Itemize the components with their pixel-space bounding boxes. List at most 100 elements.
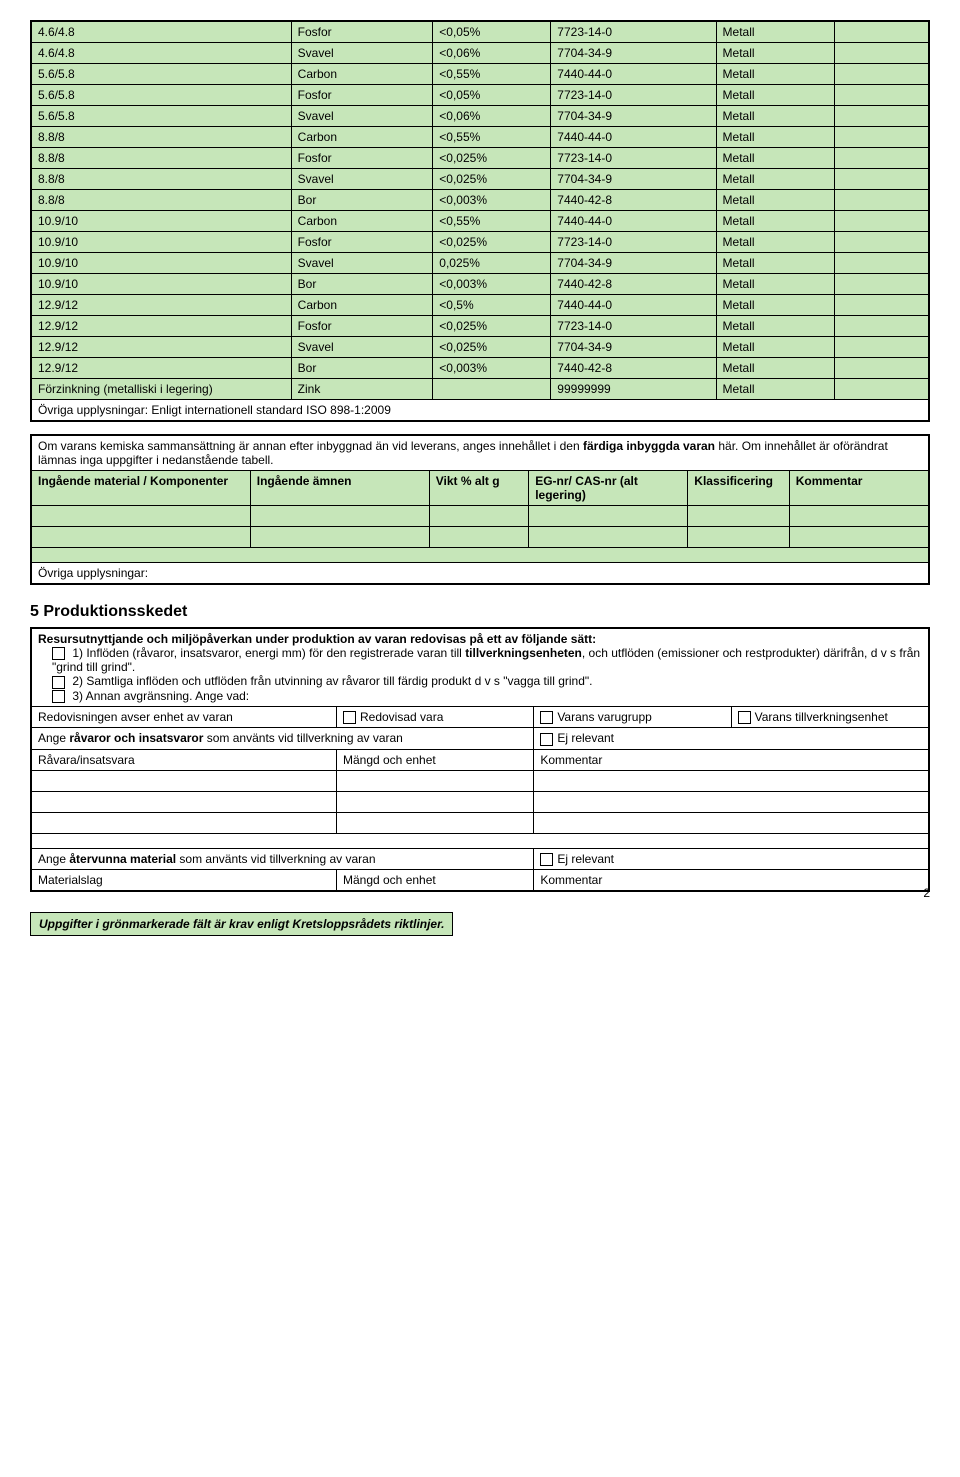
table-cell (834, 85, 928, 106)
table-cell: Zink (291, 379, 433, 400)
checkbox-icon[interactable] (52, 676, 65, 689)
row1-opt2-cell: Varans varugrupp (534, 706, 731, 727)
table-cell (834, 295, 928, 316)
table-cell: 12.9/12 (32, 358, 292, 379)
opt3-text: 3) Annan avgränsning. Ange vad: (72, 689, 249, 703)
checkbox-icon[interactable] (343, 711, 356, 724)
table-cell: <0,05% (433, 85, 551, 106)
comp-cell (529, 527, 688, 548)
table-cell: 7440-44-0 (551, 64, 716, 85)
row1-opt1-cell: Redovisad vara (336, 706, 533, 727)
empty-cell (336, 770, 533, 791)
table-cell: 5.6/5.8 (32, 85, 292, 106)
table-cell: 7723-14-0 (551, 316, 716, 337)
comp-header-3: Vikt % alt g (429, 471, 528, 506)
table-cell: <0,05% (433, 22, 551, 43)
section5-table: Resursutnyttjande och miljöpåverkan unde… (31, 628, 929, 891)
table-cell (834, 358, 928, 379)
table-cell: 4.6/4.8 (32, 43, 292, 64)
table-cell: Metall (716, 337, 834, 358)
checkbox-icon[interactable] (540, 733, 553, 746)
table-cell: Carbon (291, 127, 433, 148)
table-cell: Metall (716, 358, 834, 379)
table-cell: Förzinkning (metalliski i legering) (32, 379, 292, 400)
table-cell: <0,003% (433, 190, 551, 211)
table-cell: <0,025% (433, 169, 551, 190)
table-cell: Metall (716, 169, 834, 190)
table-cell: 7723-14-0 (551, 232, 716, 253)
table-cell: 12.9/12 (32, 316, 292, 337)
table-cell: 7723-14-0 (551, 85, 716, 106)
empty-cell (534, 791, 929, 812)
composition-intro: Om varans kemiska sammansättning är anna… (32, 436, 929, 471)
row4-a: Ange (38, 852, 69, 866)
chemical-table-box: 4.6/4.8Fosfor<0,05%7723-14-0Metall4.6/4.… (30, 20, 930, 422)
table-cell: 5.6/5.8 (32, 64, 292, 85)
table-cell: <0,025% (433, 232, 551, 253)
table-cell: Svavel (291, 337, 433, 358)
comp-spacer (32, 548, 929, 563)
table-cell: <0,025% (433, 148, 551, 169)
table-cell: Carbon (291, 295, 433, 316)
empty-cell (336, 791, 533, 812)
table-cell: 10.9/10 (32, 253, 292, 274)
table-cell: 7440-42-8 (551, 274, 716, 295)
row2-opt-cell: Ej relevant (534, 728, 929, 749)
table-cell: 8.8/8 (32, 169, 292, 190)
table-cell: 7440-42-8 (551, 190, 716, 211)
comp-cell (429, 527, 528, 548)
table-cell (834, 232, 928, 253)
page-footer: Uppgifter i grönmarkerade fält är krav e… (30, 912, 453, 936)
table-cell: 12.9/12 (32, 295, 292, 316)
table-cell: Fosfor (291, 22, 433, 43)
section5-box: Resursutnyttjande och miljöpåverkan unde… (30, 627, 930, 892)
table-cell: Metall (716, 379, 834, 400)
table-cell: Carbon (291, 64, 433, 85)
checkbox-icon[interactable] (540, 711, 553, 724)
empty-cell (534, 770, 929, 791)
table-cell (834, 169, 928, 190)
row2-opt: Ej relevant (557, 731, 614, 745)
table-cell: Svavel (291, 253, 433, 274)
intro-text-1: Om varans kemiska sammansättning är anna… (38, 439, 583, 453)
row3-h1: Råvara/insatsvara (32, 749, 337, 770)
comp-cell (789, 506, 928, 527)
comp-header-2: Ingående ämnen (250, 471, 429, 506)
table-cell: 7440-42-8 (551, 358, 716, 379)
comp-cell (32, 506, 251, 527)
comp-cell (529, 506, 688, 527)
table-cell: <0,55% (433, 211, 551, 232)
row2-label-cell: Ange råvaror och insatsvaror som använts… (32, 728, 534, 749)
row1-opt3: Varans tillverkningsenhet (755, 710, 888, 724)
intro-bold-1: färdiga inbyggda varan (583, 439, 715, 453)
table-cell: 4.6/4.8 (32, 22, 292, 43)
table-cell: 5.6/5.8 (32, 106, 292, 127)
table-cell (834, 148, 928, 169)
table-cell: Fosfor (291, 232, 433, 253)
table-cell: Metall (716, 106, 834, 127)
table-cell: Metall (716, 190, 834, 211)
comp-header-4: EG-nr/ CAS-nr (alt legering) (529, 471, 688, 506)
table-cell (834, 43, 928, 64)
table-cell: Carbon (291, 211, 433, 232)
checkbox-icon[interactable] (540, 853, 553, 866)
row1-opt1: Redovisad vara (360, 710, 443, 724)
comp-cell (789, 527, 928, 548)
table-cell: Metall (716, 295, 834, 316)
table-cell: 7704-34-9 (551, 169, 716, 190)
table-cell: 7704-34-9 (551, 337, 716, 358)
section5-opt1: 1) Inflöden (råvaror, insatsvaror, energ… (38, 646, 922, 674)
checkbox-icon[interactable] (52, 647, 65, 660)
table-cell: <0,55% (433, 64, 551, 85)
checkbox-icon[interactable] (738, 711, 751, 724)
table-cell: Fosfor (291, 85, 433, 106)
checkbox-icon[interactable] (52, 690, 65, 703)
row3-h2: Mängd och enhet (336, 749, 533, 770)
empty-cell (534, 812, 929, 833)
row4-b: återvunna material (69, 852, 176, 866)
table-cell: Metall (716, 64, 834, 85)
page-number: 2 (923, 886, 930, 900)
table-cell: Metall (716, 85, 834, 106)
table-cell: Svavel (291, 106, 433, 127)
row1-label: Redovisningen avser enhet av varan (32, 706, 337, 727)
